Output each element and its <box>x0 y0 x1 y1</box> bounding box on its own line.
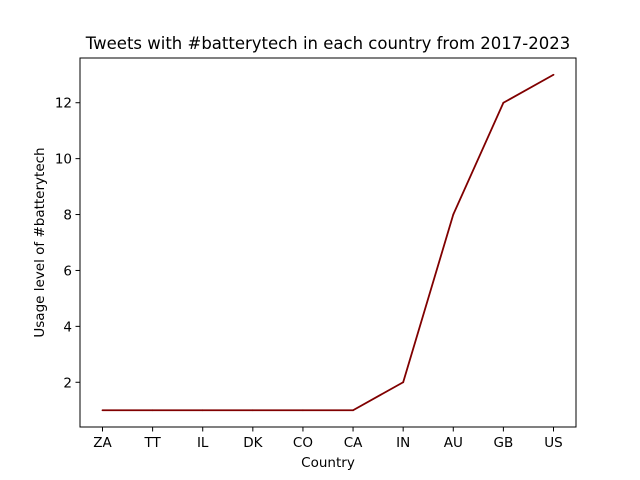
x-tick-label: DK <box>243 435 263 451</box>
data-points <box>101 73 555 412</box>
data-point-dk <box>251 409 254 412</box>
y-tick-label: 4 <box>63 319 72 335</box>
data-point-za <box>101 409 104 412</box>
x-axis: ZA TT IL DK CO CA IN AU GB US <box>93 427 563 451</box>
data-point-il <box>201 409 204 412</box>
x-tick-label: GB <box>494 435 514 451</box>
y-tick-label: 10 <box>55 152 72 168</box>
data-point-tt <box>151 409 154 412</box>
x-tick-label: US <box>544 435 562 451</box>
x-tick-label: AU <box>444 435 463 451</box>
x-tick-label: IN <box>396 435 410 451</box>
data-point-ca <box>352 409 354 412</box>
x-tick-label: CA <box>344 435 363 451</box>
data-point-au <box>452 213 455 216</box>
series-line-batterytech <box>102 73 554 412</box>
chart-title: Tweets with #batterytech in each country… <box>85 34 570 53</box>
x-tick-label: IL <box>197 435 209 451</box>
data-point-co <box>302 409 304 412</box>
y-tick-label: 2 <box>63 375 72 391</box>
data-point-in <box>402 381 405 384</box>
x-axis-label: Country <box>301 455 355 471</box>
x-tick-label: ZA <box>93 435 112 451</box>
x-tick-label: TT <box>143 435 161 451</box>
y-tick-label: 12 <box>55 96 72 112</box>
data-point-us <box>552 73 555 76</box>
y-axis-label: Usage level of #batterytech <box>32 147 48 337</box>
y-tick-label: 6 <box>63 263 72 279</box>
plot-area <box>79 57 577 428</box>
data-point-gb <box>502 101 505 104</box>
x-tick-label: CO <box>293 435 313 451</box>
y-axis: 2 4 6 8 10 12 <box>55 96 80 391</box>
y-tick-label: 8 <box>63 208 72 224</box>
